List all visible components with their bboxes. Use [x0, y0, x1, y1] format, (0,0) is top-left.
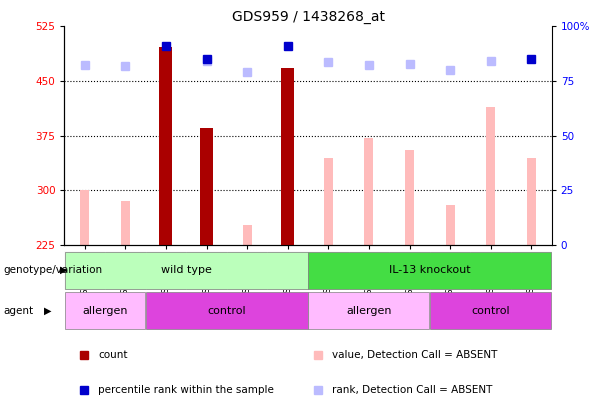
Bar [200, 128, 213, 245]
Bar [65, 252, 308, 289]
Bar [324, 158, 333, 245]
Bar [121, 201, 130, 245]
Bar [105, 251, 145, 290]
Bar [267, 251, 308, 290]
Bar [308, 251, 349, 290]
Bar [146, 292, 308, 329]
Bar [471, 251, 511, 290]
Bar [446, 205, 455, 245]
Bar [65, 292, 145, 329]
Bar [308, 252, 551, 289]
Text: rank, Detection Call = ABSENT: rank, Detection Call = ABSENT [332, 385, 493, 395]
Bar [486, 107, 495, 245]
Text: percentile rank within the sample: percentile rank within the sample [99, 385, 275, 395]
Text: allergen: allergen [82, 306, 128, 316]
Text: value, Detection Call = ABSENT: value, Detection Call = ABSENT [332, 350, 498, 360]
Bar [527, 158, 536, 245]
Bar [308, 292, 430, 329]
Bar [430, 251, 471, 290]
Bar [186, 251, 227, 290]
Text: control: control [207, 306, 246, 316]
Bar [281, 68, 294, 245]
Text: allergen: allergen [346, 306, 392, 316]
Text: count: count [99, 350, 128, 360]
Text: control: control [471, 306, 510, 316]
Bar [80, 190, 89, 245]
Bar [430, 292, 551, 329]
Text: genotype/variation: genotype/variation [3, 265, 102, 275]
Bar [159, 47, 172, 245]
Text: wild type: wild type [161, 265, 211, 275]
Text: ▶: ▶ [60, 265, 67, 275]
Text: IL-13 knockout: IL-13 knockout [389, 265, 471, 275]
Bar [243, 225, 251, 245]
Bar [64, 251, 105, 290]
Text: ▶: ▶ [44, 306, 51, 315]
Text: agent: agent [3, 306, 33, 315]
Bar [365, 138, 373, 245]
Bar [227, 251, 267, 290]
Title: GDS959 / 1438268_at: GDS959 / 1438268_at [232, 10, 384, 24]
Bar [405, 150, 414, 245]
Bar [389, 251, 430, 290]
Bar [146, 251, 186, 290]
Bar [511, 251, 552, 290]
Bar [349, 251, 389, 290]
